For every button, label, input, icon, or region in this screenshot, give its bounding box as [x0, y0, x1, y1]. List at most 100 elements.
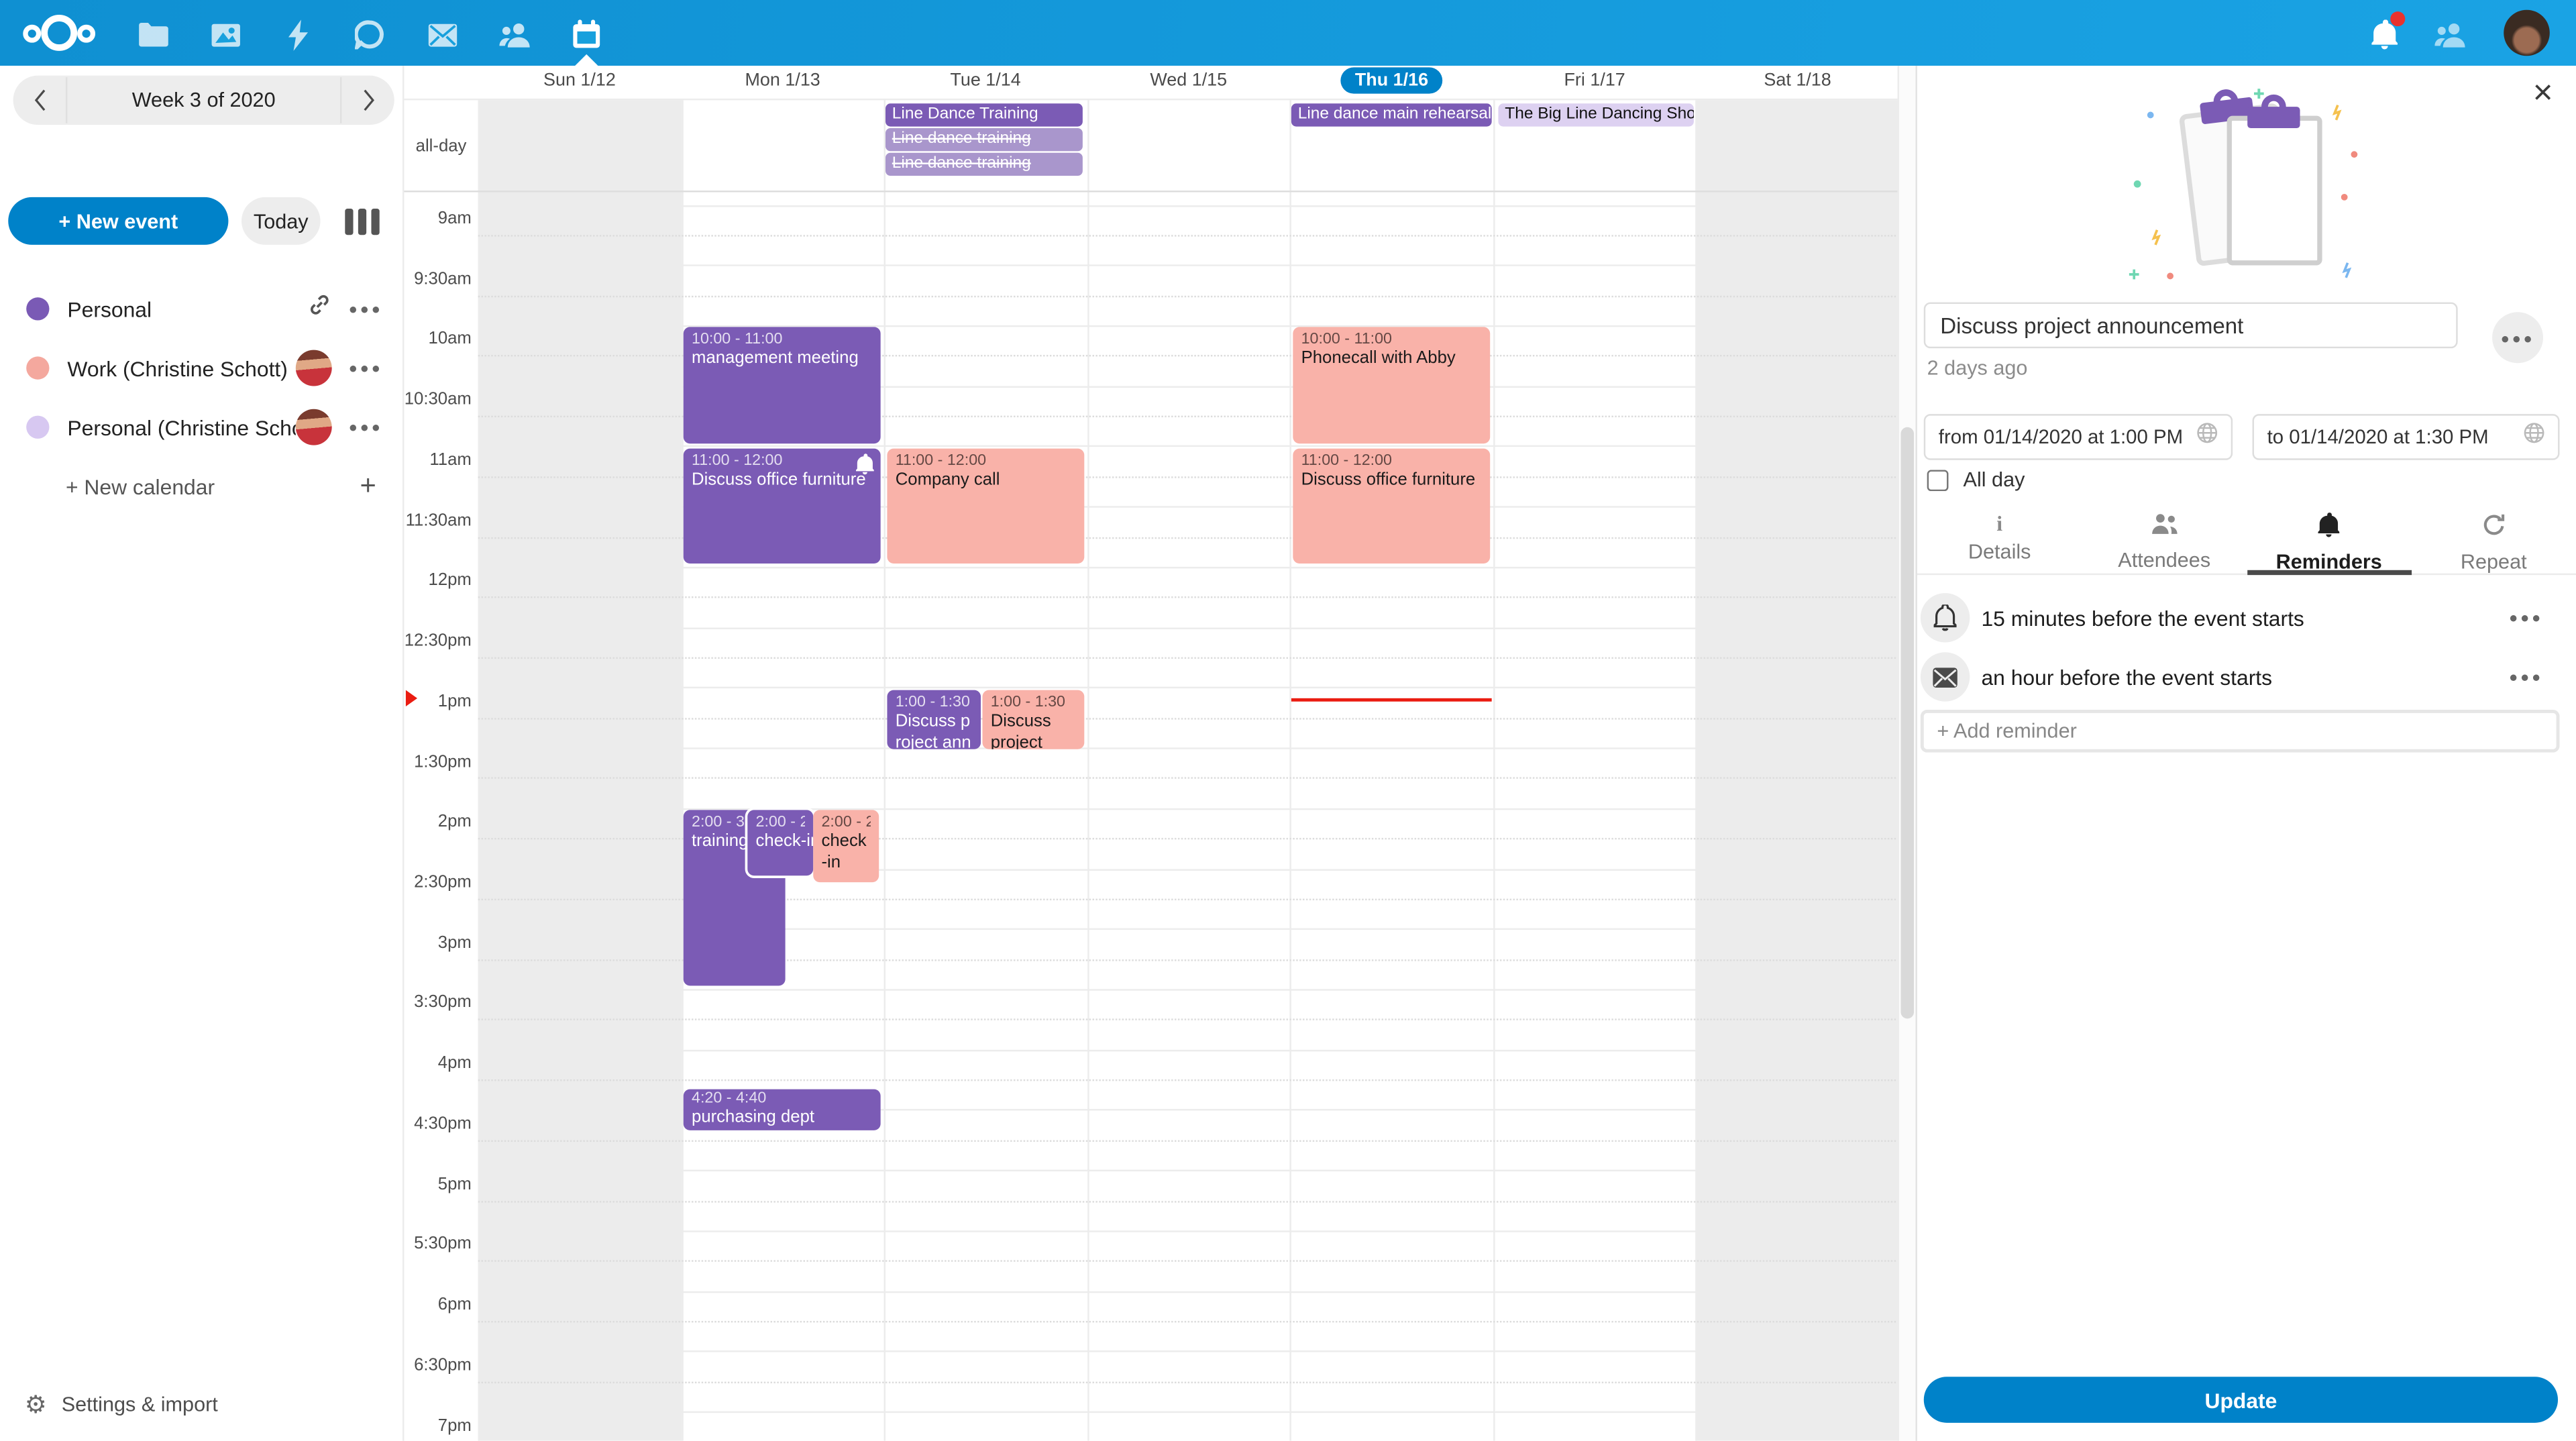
day-header-tue[interactable]: Tue 1/14	[950, 70, 1021, 91]
day-column-wed[interactable]	[1087, 192, 1290, 1441]
notifications-bell-icon[interactable]	[2366, 11, 2406, 52]
timezone-globe-icon[interactable]	[2196, 422, 2218, 451]
calendar-menu-icon[interactable]: ●●●	[348, 301, 383, 317]
grid-row[interactable]	[478, 1110, 1900, 1170]
day-header-sun[interactable]: Sun 1/12	[543, 70, 616, 91]
day-header-wed[interactable]: Wed 1/15	[1150, 70, 1228, 91]
allday-event[interactable]: Line dance main rehearsal	[1291, 103, 1492, 127]
event-check-in-purple[interactable]: 2:00 - 2: check-in	[747, 810, 814, 876]
nextcloud-logo-icon[interactable]	[23, 11, 96, 54]
week-view-toggle-icon[interactable]	[345, 209, 380, 235]
grid-row[interactable]	[478, 687, 1900, 747]
day-column-mon[interactable]	[681, 192, 884, 1441]
allday-event[interactable]: Line dance training	[885, 128, 1083, 152]
close-icon[interactable]: ×	[2532, 74, 2553, 112]
day-header-mon[interactable]: Mon 1/13	[745, 70, 820, 91]
day-column-thu[interactable]	[1290, 192, 1493, 1441]
user-avatar[interactable]	[2504, 9, 2550, 56]
grid-row[interactable]	[478, 1049, 1900, 1110]
files-app-icon[interactable]	[135, 16, 171, 52]
event-management-meeting[interactable]: 10:00 - 11:00 management meeting	[683, 327, 881, 444]
activity-app-icon[interactable]	[279, 16, 315, 52]
start-date-field[interactable]	[1923, 414, 2233, 460]
end-date-value[interactable]	[2267, 425, 2524, 449]
calendar-item-personal-christine[interactable]: Personal (Christine Scho...) ●●●	[0, 398, 402, 457]
day-header-thu-today[interactable]: Thu 1/16	[1290, 66, 1493, 99]
grid-row[interactable]	[478, 928, 1900, 989]
new-event-button[interactable]: + New event	[8, 197, 229, 245]
grid-row[interactable]	[478, 1411, 1900, 1441]
tab-attendees[interactable]: Attendees	[2082, 506, 2247, 573]
previous-week-button[interactable]	[13, 89, 66, 111]
contacts-app-icon[interactable]	[496, 16, 533, 52]
event-discuss-office-furniture-thu[interactable]: 11:00 - 12:00 Discuss office furniture	[1293, 448, 1491, 564]
start-date-value[interactable]	[1938, 425, 2197, 449]
grid-row[interactable]	[478, 989, 1900, 1049]
grid-row[interactable]	[478, 1230, 1900, 1291]
event-purchasing-dept[interactable]: 4:20 - 4:40 purchasing dept	[683, 1089, 881, 1130]
week-label[interactable]: Week 3 of 2020	[65, 77, 342, 123]
ellipsis-icon: ●●●	[2500, 329, 2535, 346]
today-button[interactable]: Today	[241, 197, 321, 245]
allday-event[interactable]: Line dance training	[885, 152, 1083, 176]
grid-row[interactable]	[478, 204, 1900, 265]
calendar-scrollbar[interactable]	[1897, 65, 1916, 1441]
event-discuss-project-announcement[interactable]: 1:00 - 1:30 Discuss project announcement	[887, 690, 981, 749]
grid-row[interactable]	[478, 747, 1900, 808]
talk-app-icon[interactable]	[352, 16, 388, 52]
allday-event[interactable]: Line Dance Training	[885, 103, 1083, 127]
grid-row[interactable]	[478, 506, 1900, 567]
grid-row[interactable]	[478, 385, 1900, 446]
event-actions-menu-button[interactable]: ●●●	[2492, 312, 2544, 364]
grid-row[interactable]	[478, 808, 1900, 868]
event-title-input[interactable]	[1923, 302, 2458, 349]
update-button[interactable]: Update	[1923, 1377, 2559, 1423]
settings-import-button[interactable]: ⚙ Settings & import	[0, 1382, 402, 1428]
day-column-fri[interactable]	[1493, 192, 1697, 1441]
grid-row[interactable]	[478, 264, 1900, 325]
calendar-item-work-christine[interactable]: Work (Christine Schott) ●●●	[0, 338, 402, 397]
grid-row[interactable]	[478, 627, 1900, 688]
new-calendar-button[interactable]: + New calendar +	[0, 460, 402, 513]
calendar-item-personal[interactable]: Personal ●●●	[0, 279, 402, 338]
day-column-sat[interactable]	[1696, 192, 1899, 1441]
week-navigation: Week 3 of 2020	[13, 75, 394, 125]
event-discuss-project[interactable]: 1:00 - 1:30 Discuss project	[982, 690, 1085, 749]
share-link-icon[interactable]	[307, 292, 332, 325]
grid-row[interactable]	[478, 868, 1900, 928]
contacts-menu-icon[interactable]	[2431, 16, 2467, 52]
day-header-fri[interactable]: Fri 1/17	[1564, 70, 1625, 91]
reminder-menu-icon[interactable]: ●●●	[2509, 668, 2544, 686]
tab-details[interactable]: i Details	[1968, 511, 2031, 564]
calendar-menu-icon[interactable]: ●●●	[348, 360, 383, 376]
event-time: 1:00 - 1:30	[990, 693, 1065, 712]
allday-event[interactable]: The Big Line Dancing Show	[1498, 103, 1694, 127]
grid-row[interactable]	[478, 445, 1900, 506]
day-header-sat[interactable]: Sat 1/18	[1764, 70, 1831, 91]
mail-app-icon[interactable]	[424, 16, 460, 52]
grid-row[interactable]	[478, 566, 1900, 627]
reminder-menu-icon[interactable]: ●●●	[2509, 609, 2544, 627]
photos-app-icon[interactable]	[207, 16, 244, 52]
grid-row[interactable]	[478, 1170, 1900, 1230]
scrollbar-thumb[interactable]	[1900, 427, 1915, 1019]
tab-reminders[interactable]: Reminders	[2246, 506, 2412, 576]
all-day-checkbox[interactable]	[1927, 469, 1949, 491]
tab-repeat[interactable]: Repeat	[2411, 506, 2576, 574]
timezone-globe-icon[interactable]	[2524, 422, 2545, 451]
event-phonecall-with-abby[interactable]: 10:00 - 11:00 Phonecall with Abby	[1293, 327, 1491, 444]
event-discuss-office-furniture-mon[interactable]: 11:00 - 12:00 Discuss office furniture	[683, 448, 881, 564]
event-check-in-salmon[interactable]: 2:00 - 2: check-in	[813, 810, 879, 883]
grid-row[interactable]	[478, 1350, 1900, 1411]
all-day-checkbox-row[interactable]: All day	[1927, 468, 2025, 491]
calendar-app-icon[interactable]	[568, 16, 604, 52]
grid-row[interactable]	[478, 1290, 1900, 1351]
day-column-sun[interactable]	[478, 192, 682, 1441]
event-company-call[interactable]: 11:00 - 12:00 Company call	[887, 448, 1085, 564]
next-week-button[interactable]	[341, 89, 394, 111]
add-reminder-button[interactable]: + Add reminder	[1920, 709, 2560, 753]
grid-row[interactable]	[478, 325, 1900, 386]
calendar-menu-icon[interactable]: ●●●	[348, 419, 383, 435]
end-date-field[interactable]	[2252, 414, 2560, 460]
day-column-tue[interactable]	[883, 192, 1087, 1441]
